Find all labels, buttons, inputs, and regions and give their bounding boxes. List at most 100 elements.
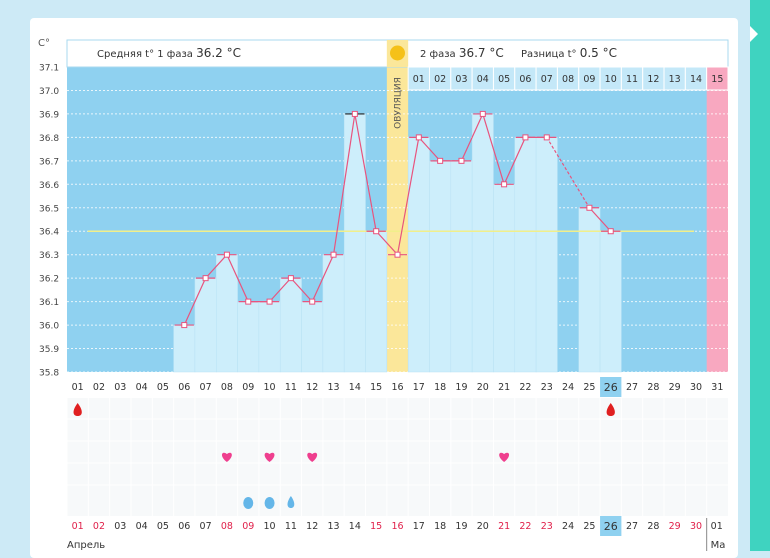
temp-line-segment bbox=[311, 254, 335, 302]
cycle-day-label: 05 bbox=[498, 74, 510, 85]
temp-bar bbox=[301, 301, 324, 373]
temp-point bbox=[266, 298, 273, 305]
bottom-day-label: 03 bbox=[114, 521, 126, 532]
cycle-day-label: 11 bbox=[626, 74, 638, 85]
bottom-day-label: 25 bbox=[583, 521, 595, 532]
y-tick-label: 36.9 bbox=[39, 110, 59, 120]
temp-point bbox=[287, 275, 294, 282]
bottom-day-label: 08 bbox=[221, 521, 233, 532]
cycle-day-label: 13 bbox=[669, 74, 681, 85]
y-tick-label: 36.6 bbox=[39, 181, 59, 191]
x-tick-label: 21 bbox=[498, 382, 510, 393]
heart-icon bbox=[499, 452, 510, 462]
temp-bar bbox=[407, 137, 430, 373]
bottom-day-label: 06 bbox=[178, 521, 190, 532]
bottom-day-label: 28 bbox=[647, 521, 659, 532]
temp-bar bbox=[493, 184, 516, 373]
temp-point bbox=[181, 322, 188, 329]
bottom-day-label: 10 bbox=[264, 521, 276, 532]
difference-summary: Разница t° 0.5 °C bbox=[521, 46, 617, 60]
side-panel-tab[interactable] bbox=[750, 0, 770, 551]
discharge-icon bbox=[264, 497, 275, 509]
bottom-day-label: 05 bbox=[157, 521, 169, 532]
temp-point bbox=[245, 298, 252, 305]
temp-point bbox=[415, 134, 422, 141]
y-tick-label: 36.3 bbox=[39, 251, 59, 261]
temp-point bbox=[479, 110, 486, 117]
x-tick-label: 15 bbox=[370, 382, 382, 393]
x-tick-label: 02 bbox=[93, 382, 105, 393]
temp-bar bbox=[535, 137, 558, 373]
phase1-summary: Средняя t° 1 фаза 36.2 °C bbox=[97, 46, 241, 60]
bottom-day-label: 29 bbox=[669, 521, 681, 532]
phase2-summary: 2 фаза 36.7 °C bbox=[420, 46, 504, 60]
x-tick-label: 27 bbox=[626, 382, 638, 393]
x-tick-label: 08 bbox=[221, 382, 233, 393]
bottom-day-label: 21 bbox=[498, 521, 510, 532]
cycle-day-label: 03 bbox=[455, 74, 467, 85]
bottom-day-label: 24 bbox=[562, 521, 574, 532]
markers-area bbox=[67, 398, 728, 516]
cycle-day-label: 07 bbox=[541, 74, 553, 85]
bottom-day-label: 04 bbox=[136, 521, 148, 532]
bottom-day-label: 16 bbox=[391, 521, 403, 532]
temp-point bbox=[309, 298, 316, 305]
x-tick-label: 05 bbox=[157, 382, 169, 393]
x-tick-label: 07 bbox=[200, 382, 212, 393]
y-tick-label: 36.0 bbox=[39, 322, 59, 332]
bottom-day-label: 18 bbox=[434, 521, 446, 532]
bottom-day-label: 23 bbox=[541, 521, 553, 532]
heart-icon bbox=[221, 452, 232, 462]
heart-icon bbox=[307, 452, 318, 462]
x-tick-label: 06 bbox=[178, 382, 190, 393]
bottom-day-label: 20 bbox=[477, 521, 489, 532]
cycle-day-label: 01 bbox=[413, 74, 425, 85]
bottom-day-label: 07 bbox=[200, 521, 212, 532]
temp-line-segment bbox=[269, 277, 292, 303]
x-tick-label: 04 bbox=[136, 382, 148, 393]
x-tick-label: 31 bbox=[711, 382, 723, 393]
bottom-day-label: 09 bbox=[242, 521, 254, 532]
x-tick-label: 23 bbox=[541, 382, 553, 393]
cycle-day-label: 08 bbox=[562, 74, 574, 85]
today-label: 26 bbox=[604, 381, 618, 394]
month-label: Апрель bbox=[67, 540, 105, 551]
difference-value: 0.5 °C bbox=[580, 46, 617, 60]
temp-point bbox=[437, 157, 444, 164]
bottom-day-label: 11 bbox=[285, 521, 297, 532]
bottom-day-label: 17 bbox=[413, 521, 425, 532]
temp-line-segment bbox=[396, 137, 420, 255]
ovulation-column bbox=[386, 40, 409, 372]
x-tick-label: 17 bbox=[413, 382, 425, 393]
temp-point bbox=[223, 251, 230, 258]
temp-bar bbox=[578, 207, 601, 373]
y-tick-label: 37.1 bbox=[39, 64, 59, 74]
y-tick-label: 36.7 bbox=[39, 157, 59, 167]
temp-line-segment bbox=[503, 137, 526, 185]
temp-point bbox=[373, 228, 380, 235]
ovulation-label: ОВУЛЯЦИЯ bbox=[394, 77, 404, 129]
y-tick-label: 35.8 bbox=[39, 369, 59, 379]
cycle-day-cell bbox=[706, 66, 729, 91]
x-tick-label: 09 bbox=[242, 382, 254, 393]
x-tick-label: 03 bbox=[114, 382, 126, 393]
y-tick-label: 35.9 bbox=[39, 345, 59, 355]
temp-line-segment bbox=[546, 137, 590, 209]
temp-bar bbox=[365, 230, 388, 373]
cycle-day-label: 02 bbox=[434, 74, 446, 85]
x-tick-label: 18 bbox=[434, 382, 446, 393]
temp-bar bbox=[173, 324, 196, 373]
next-month-label: Ma bbox=[711, 540, 726, 551]
x-tick-label: 10 bbox=[264, 382, 276, 393]
temp-point bbox=[330, 251, 337, 258]
x-tick-label: 12 bbox=[306, 382, 318, 393]
temp-point bbox=[543, 134, 550, 141]
discharge-drop-icon bbox=[287, 496, 295, 508]
x-tick-label: 28 bbox=[647, 382, 659, 393]
temp-line-segment bbox=[332, 113, 356, 255]
bottom-day-label: 30 bbox=[690, 521, 702, 532]
bottom-day-label: 13 bbox=[327, 521, 339, 532]
bottom-day-label: 14 bbox=[349, 521, 361, 532]
x-tick-label: 30 bbox=[690, 382, 702, 393]
